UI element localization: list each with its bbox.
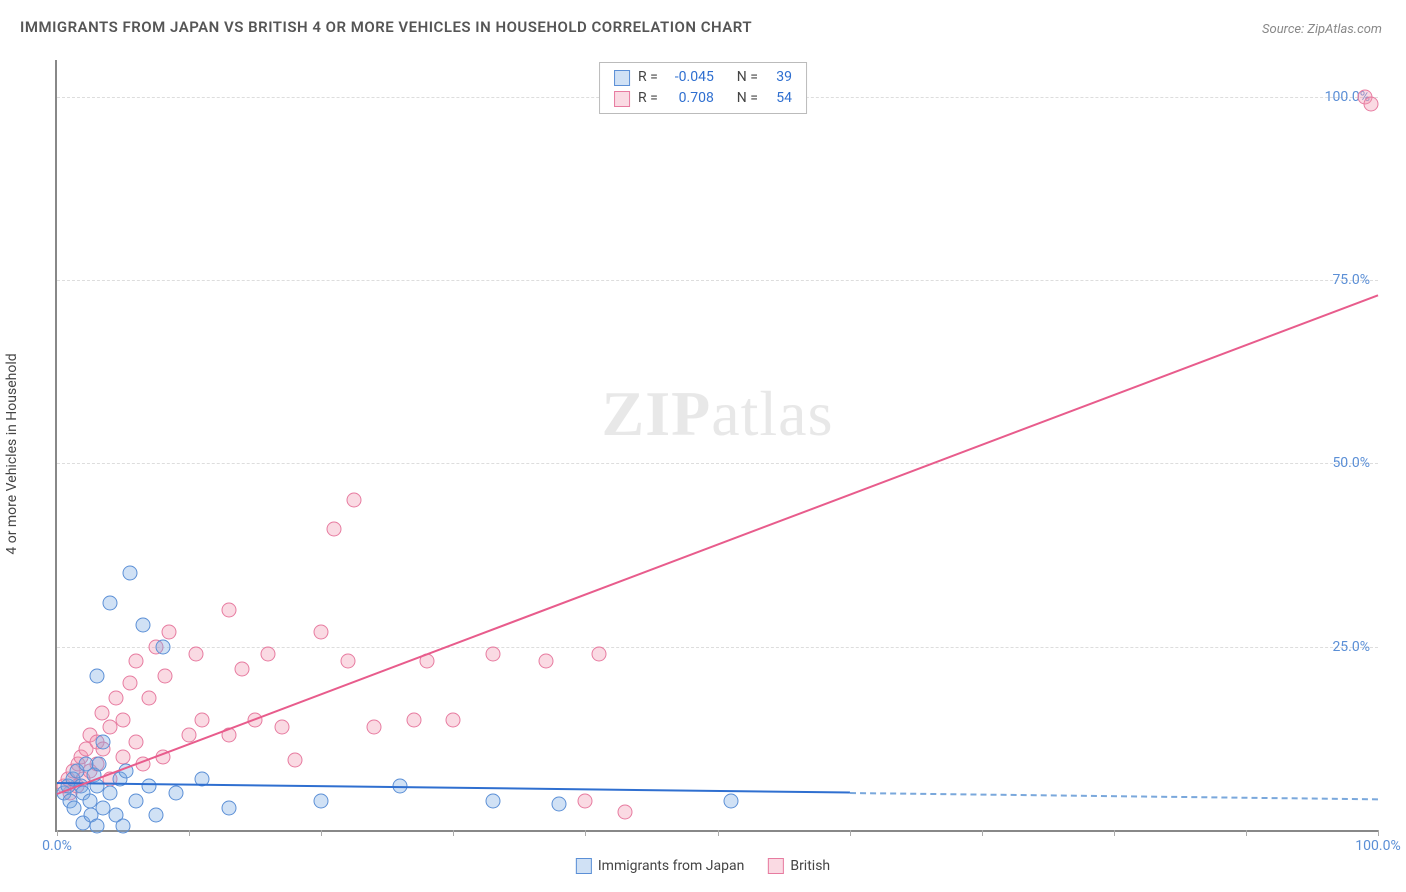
x-tick-label-max: 100.0% <box>1355 838 1400 854</box>
data-point <box>94 705 109 720</box>
legend-swatch <box>614 91 630 107</box>
watermark: ZIPatlas <box>602 377 834 451</box>
x-tick-label-min: 0.0% <box>42 838 72 854</box>
x-tick <box>1246 830 1247 836</box>
data-point <box>446 713 461 728</box>
data-point <box>367 720 382 735</box>
data-point <box>168 786 183 801</box>
watermark-bold: ZIP <box>602 378 712 449</box>
x-tick <box>1114 830 1115 836</box>
data-point <box>591 647 606 662</box>
data-point <box>89 669 104 684</box>
legend-swatch <box>768 858 784 874</box>
data-point <box>129 793 144 808</box>
legend-item: British <box>768 858 830 874</box>
data-point <box>347 493 362 508</box>
x-tick <box>982 830 983 836</box>
r-value: -0.045 <box>666 67 714 88</box>
gridline <box>57 463 1378 464</box>
n-label: N = <box>737 88 758 109</box>
legend-swatch <box>614 70 630 86</box>
data-point <box>287 753 302 768</box>
x-tick <box>57 830 58 836</box>
data-point <box>327 522 342 537</box>
data-point <box>551 797 566 812</box>
y-tick-label: 50.0% <box>1332 455 1370 471</box>
source-attribution: Source: ZipAtlas.com <box>1262 22 1382 37</box>
data-point <box>485 647 500 662</box>
x-tick <box>321 830 322 836</box>
data-point <box>538 654 553 669</box>
data-point <box>234 661 249 676</box>
data-point <box>314 793 329 808</box>
legend-series: Immigrants from Japan British <box>576 858 830 874</box>
data-point <box>102 786 117 801</box>
data-point <box>723 793 738 808</box>
legend-item: Immigrants from Japan <box>576 858 744 874</box>
x-tick <box>850 830 851 836</box>
data-point <box>221 603 236 618</box>
data-point <box>129 735 144 750</box>
data-point <box>195 713 210 728</box>
y-tick-label: 75.0% <box>1332 272 1370 288</box>
data-point <box>129 654 144 669</box>
data-point <box>274 720 289 735</box>
n-value: 39 <box>766 67 792 88</box>
data-point <box>314 625 329 640</box>
data-point <box>96 735 111 750</box>
data-point <box>149 808 164 823</box>
y-tick-label: 25.0% <box>1332 639 1370 655</box>
data-point <box>122 676 137 691</box>
data-point <box>116 713 131 728</box>
data-point <box>116 819 131 834</box>
data-point <box>1364 97 1379 112</box>
n-value: 54 <box>766 88 792 109</box>
gridline <box>57 280 1378 281</box>
data-point <box>102 595 117 610</box>
data-point <box>109 691 124 706</box>
x-tick <box>1378 830 1379 836</box>
legend-label: British <box>790 858 830 874</box>
data-point <box>67 801 82 816</box>
legend-swatch <box>576 858 592 874</box>
gridline <box>57 647 1378 648</box>
plot-area: ZIPatlas 25.0%50.0%75.0%100.0%0.0%100.0% <box>55 60 1378 832</box>
y-axis-label: 4 or more Vehicles in Household <box>4 353 20 554</box>
data-point <box>340 654 355 669</box>
legend-row: R = 0.708 N = 54 <box>614 88 792 109</box>
r-label: R = <box>638 67 658 88</box>
data-point <box>618 804 633 819</box>
trend-line-blue-dashed <box>850 792 1378 800</box>
n-label: N = <box>737 67 758 88</box>
data-point <box>135 617 150 632</box>
data-point <box>578 793 593 808</box>
data-point <box>142 691 157 706</box>
r-label: R = <box>638 88 658 109</box>
data-point <box>89 819 104 834</box>
legend-label: Immigrants from Japan <box>598 858 744 874</box>
data-point <box>221 801 236 816</box>
legend-correlation: R = -0.045 N = 39 R = 0.708 N = 54 <box>599 62 807 114</box>
data-point <box>158 669 173 684</box>
watermark-light: atlas <box>711 378 833 449</box>
x-tick <box>189 830 190 836</box>
legend-row: R = -0.045 N = 39 <box>614 67 792 88</box>
data-point <box>485 793 500 808</box>
data-point <box>116 749 131 764</box>
x-tick <box>453 830 454 836</box>
data-point <box>188 647 203 662</box>
data-point <box>142 779 157 794</box>
chart-title: IMMIGRANTS FROM JAPAN VS BRITISH 4 OR MO… <box>20 18 752 36</box>
data-point <box>122 566 137 581</box>
data-point <box>92 757 107 772</box>
chart-container: IMMIGRANTS FROM JAPAN VS BRITISH 4 OR MO… <box>0 0 1406 892</box>
x-tick <box>718 830 719 836</box>
data-point <box>261 647 276 662</box>
trend-line-pink <box>57 295 1379 796</box>
data-point <box>162 625 177 640</box>
x-tick <box>585 830 586 836</box>
data-point <box>406 713 421 728</box>
r-value: 0.708 <box>666 88 714 109</box>
data-point <box>155 639 170 654</box>
